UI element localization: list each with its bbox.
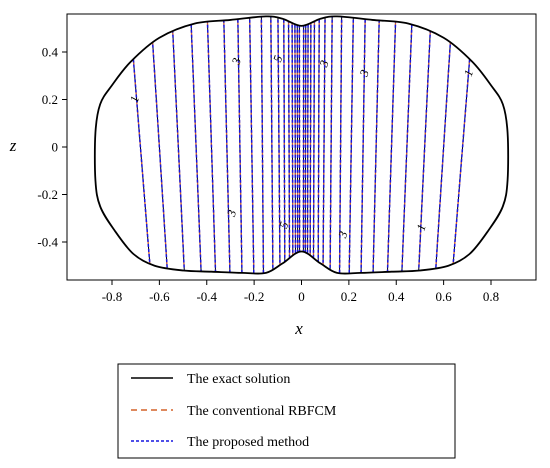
y-tick-label: -0.4 xyxy=(37,235,58,250)
contour-line-proposed xyxy=(236,16,244,274)
contour-line-proposed xyxy=(400,16,414,274)
contour-label: 1 xyxy=(414,222,429,232)
x-tick-label: -0.2 xyxy=(244,289,265,304)
contour-label: 1 xyxy=(127,94,142,104)
contour-line-proposed xyxy=(248,16,255,274)
contour-line-proposed xyxy=(294,16,297,274)
x-tick-label: -0.4 xyxy=(196,289,217,304)
contour-line-proposed xyxy=(287,16,291,274)
contour-line-proposed xyxy=(149,16,170,274)
contour-label: 1 xyxy=(461,68,476,78)
contour-label: 3 xyxy=(335,229,350,240)
contour-line-proposed xyxy=(306,16,309,274)
y-tick-label: 0 xyxy=(52,140,59,155)
contour-line-proposed xyxy=(338,16,343,274)
contour-line-proposed xyxy=(282,16,286,274)
contour-line-proposed xyxy=(329,16,334,274)
contour-line-proposed xyxy=(127,16,154,274)
contour-label: 3 xyxy=(356,68,371,79)
y-axis-title: z xyxy=(9,136,17,155)
contour-line-proposed xyxy=(291,16,294,274)
y-tick-label: -0.2 xyxy=(37,187,58,202)
legend: The exact solution The conventional RBFC… xyxy=(117,363,456,459)
domain-boundary xyxy=(93,15,510,275)
x-tick-label: -0.6 xyxy=(149,289,170,304)
x-axis-title: x xyxy=(294,319,303,338)
contour-line-proposed xyxy=(222,16,232,274)
contour-line-proposed xyxy=(416,16,433,274)
x-tick-label: 0.6 xyxy=(435,289,452,304)
contour-line-proposed xyxy=(189,16,203,274)
contour-line-proposed xyxy=(359,16,367,274)
contour-line-proposed xyxy=(260,16,265,274)
contour-line-proposed xyxy=(170,16,187,274)
contour-line-proposed xyxy=(269,16,274,274)
x-tick-label: 0 xyxy=(298,289,305,304)
contour-line-proposed xyxy=(386,16,397,274)
contour-labels: 1 3 5 3 3 1 3 5 3 1 xyxy=(127,54,476,241)
contour-label: 5 xyxy=(270,54,285,64)
x-tick-label: 0.4 xyxy=(388,289,405,304)
contour-line-proposed xyxy=(277,16,281,274)
contour-lines xyxy=(127,16,476,274)
contour-line-proposed xyxy=(206,16,217,274)
x-tick-label: 0.2 xyxy=(341,289,357,304)
contour-line-proposed xyxy=(312,16,316,274)
y-tick-label: 0.2 xyxy=(42,92,58,107)
contour-line-proposed xyxy=(309,16,312,274)
x-axis-ticks: -0.8 -0.6 -0.4 -0.2 0 0.2 0.4 0.6 0.8 xyxy=(102,280,499,304)
y-axis-ticks: 0.4 0.2 0 -0.2 -0.4 xyxy=(37,45,67,250)
contour-label: 3 xyxy=(224,208,239,219)
legend-label-proposed: The proposed method xyxy=(187,435,309,450)
legend-label-exact: The exact solution xyxy=(187,372,290,387)
y-tick-label: 0.4 xyxy=(42,45,59,60)
contour-line-proposed xyxy=(449,16,476,274)
x-tick-label: 0.8 xyxy=(483,289,499,304)
contour-line-proposed xyxy=(322,16,326,274)
contour-label: 5 xyxy=(276,220,291,230)
boundary-curve xyxy=(93,15,510,275)
contour-line-proposed xyxy=(317,16,321,274)
x-tick-label: -0.8 xyxy=(102,289,123,304)
legend-box xyxy=(117,363,456,459)
contour-label: 3 xyxy=(316,58,331,69)
legend-label-rbfcm: The conventional RBFCM xyxy=(187,404,337,419)
plot-frame xyxy=(66,13,537,281)
contour-line-proposed xyxy=(371,16,381,274)
contour-line-proposed xyxy=(433,16,454,274)
contour-label: 3 xyxy=(228,56,243,67)
contour-line-proposed xyxy=(348,16,355,274)
